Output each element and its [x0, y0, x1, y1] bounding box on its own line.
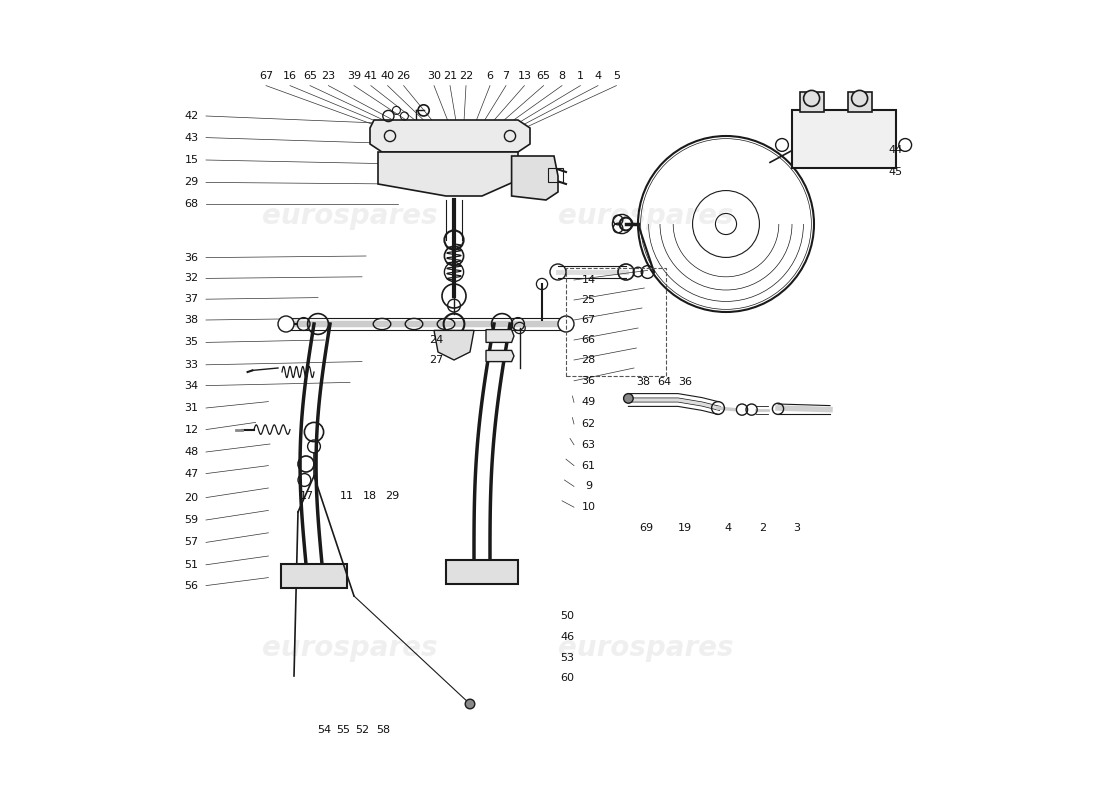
Text: 67: 67 [258, 71, 273, 81]
Circle shape [851, 90, 868, 106]
Text: eurospares: eurospares [262, 202, 438, 230]
Text: 3: 3 [793, 523, 800, 533]
Text: 9: 9 [585, 482, 592, 491]
Text: 55: 55 [337, 725, 351, 734]
Text: 60: 60 [561, 674, 574, 683]
Text: 42: 42 [185, 111, 199, 121]
Bar [549, 168, 563, 182]
Text: 53: 53 [561, 653, 574, 662]
Text: 47: 47 [185, 469, 199, 478]
Text: 44: 44 [889, 146, 903, 155]
Text: 65: 65 [537, 71, 551, 81]
Circle shape [465, 699, 475, 709]
Circle shape [278, 316, 294, 332]
Text: 6: 6 [486, 71, 494, 81]
Text: 45: 45 [889, 167, 903, 177]
Text: 13: 13 [517, 71, 531, 81]
Text: 65: 65 [302, 71, 317, 81]
Text: 62: 62 [581, 419, 595, 429]
Text: 29: 29 [385, 491, 399, 501]
Text: 26: 26 [396, 71, 410, 81]
Text: 49: 49 [581, 398, 595, 407]
Text: 20: 20 [185, 493, 199, 502]
Polygon shape [370, 120, 530, 152]
Text: 18: 18 [363, 491, 377, 501]
Polygon shape [434, 330, 474, 360]
Text: 48: 48 [185, 447, 199, 457]
Text: 5: 5 [613, 71, 620, 81]
Polygon shape [378, 152, 518, 196]
Text: 40: 40 [381, 71, 395, 81]
Bar [446, 560, 518, 584]
Text: 2: 2 [759, 523, 767, 533]
Text: 10: 10 [582, 502, 595, 512]
Text: 36: 36 [582, 376, 595, 386]
Text: 4: 4 [594, 71, 602, 81]
Text: 51: 51 [185, 560, 199, 570]
Text: 35: 35 [185, 338, 199, 347]
Text: 67: 67 [581, 315, 595, 325]
Text: eurospares: eurospares [558, 634, 734, 662]
Text: 17: 17 [299, 491, 314, 501]
Text: 63: 63 [582, 440, 595, 450]
Polygon shape [486, 350, 514, 362]
Circle shape [804, 90, 820, 106]
Text: 59: 59 [185, 515, 199, 525]
Circle shape [624, 394, 634, 403]
Text: 34: 34 [185, 381, 199, 390]
Text: 36: 36 [185, 253, 199, 262]
Text: 19: 19 [678, 523, 692, 533]
Text: 8: 8 [559, 71, 565, 81]
Text: 46: 46 [561, 632, 574, 642]
Text: 23: 23 [321, 71, 336, 81]
Text: 30: 30 [427, 71, 441, 81]
Text: 11: 11 [340, 491, 354, 501]
Bar [792, 110, 895, 168]
Text: 38: 38 [185, 315, 199, 325]
Text: 58: 58 [376, 725, 389, 734]
Polygon shape [512, 156, 558, 200]
Text: 32: 32 [185, 274, 199, 283]
Text: 33: 33 [185, 360, 199, 370]
Text: 25: 25 [581, 295, 595, 305]
Bar [800, 92, 824, 112]
Text: 66: 66 [582, 335, 595, 345]
Text: 43: 43 [185, 133, 199, 142]
Text: 39: 39 [346, 71, 361, 81]
Text: 7: 7 [503, 71, 509, 81]
Text: 16: 16 [283, 71, 297, 81]
Text: eurospares: eurospares [262, 634, 438, 662]
Text: 64: 64 [658, 378, 671, 387]
Text: 41: 41 [364, 71, 378, 81]
Bar [282, 564, 346, 588]
Text: 4: 4 [724, 523, 732, 533]
Text: 36: 36 [679, 378, 692, 387]
Text: 50: 50 [561, 611, 574, 621]
Text: 24: 24 [429, 335, 443, 345]
Text: 69: 69 [639, 523, 653, 533]
Text: 56: 56 [185, 581, 199, 590]
Text: eurospares: eurospares [558, 202, 734, 230]
Text: 52: 52 [355, 725, 370, 734]
Text: 1: 1 [576, 71, 584, 81]
Text: 29: 29 [185, 178, 199, 187]
Text: 15: 15 [185, 155, 199, 165]
Text: 57: 57 [185, 538, 199, 547]
Polygon shape [486, 330, 514, 342]
Text: 22: 22 [459, 71, 473, 81]
Text: 12: 12 [185, 425, 199, 434]
Text: 38: 38 [637, 378, 651, 387]
Text: 68: 68 [185, 199, 199, 209]
Bar [848, 92, 871, 112]
Text: 21: 21 [443, 71, 458, 81]
Circle shape [558, 316, 574, 332]
Text: 27: 27 [429, 355, 443, 365]
Text: 28: 28 [581, 355, 595, 365]
Text: 31: 31 [185, 403, 199, 413]
Text: 37: 37 [185, 294, 199, 304]
Text: 54: 54 [317, 725, 331, 734]
Text: 61: 61 [582, 461, 595, 470]
Text: 14: 14 [581, 275, 595, 285]
